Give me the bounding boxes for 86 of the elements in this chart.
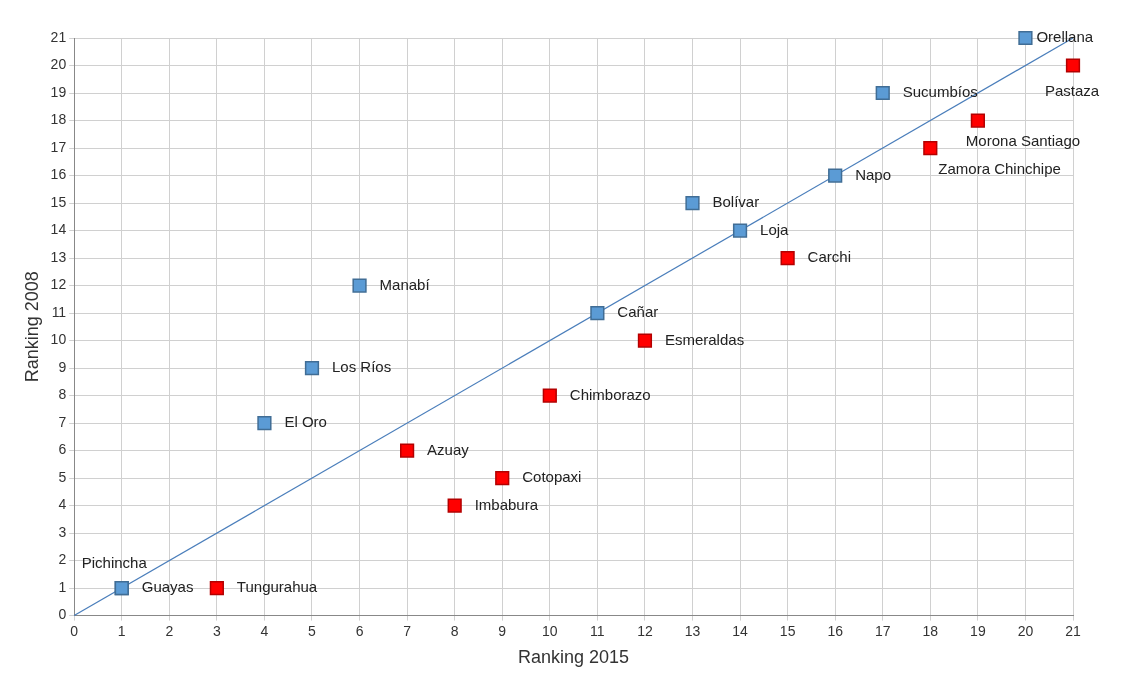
y-tick-label: 6 bbox=[58, 441, 67, 458]
point bbox=[732, 223, 748, 238]
annotation: Napo bbox=[855, 165, 892, 183]
annotation: Morona Santiago bbox=[965, 131, 1081, 149]
point bbox=[352, 278, 367, 293]
x-tick-label: 2 bbox=[165, 622, 174, 639]
x-tick-label: 17 bbox=[874, 622, 891, 639]
y-tick-label: 9 bbox=[58, 358, 67, 375]
y-tick-label: 2 bbox=[58, 551, 67, 568]
annotation: Cotopaxi bbox=[522, 468, 582, 486]
x-axis-title: Ranking 2015 bbox=[518, 647, 630, 668]
x-tick-label: 0 bbox=[70, 622, 79, 639]
point bbox=[828, 168, 843, 183]
x-tick-label: 20 bbox=[1017, 622, 1034, 639]
annotation: Los Ríos bbox=[331, 358, 392, 376]
x-tick-label: 14 bbox=[732, 622, 749, 639]
point bbox=[875, 85, 890, 101]
y-tick-label: 14 bbox=[50, 221, 67, 238]
point bbox=[1065, 58, 1081, 73]
y-tick-label: 13 bbox=[50, 248, 67, 265]
point bbox=[304, 360, 320, 376]
annotation: Guayas bbox=[141, 578, 194, 596]
point bbox=[400, 443, 415, 458]
x-tick-label: 21 bbox=[1065, 622, 1081, 639]
y-tick-label: 16 bbox=[50, 166, 67, 183]
point bbox=[209, 580, 224, 596]
point bbox=[495, 470, 510, 486]
x-tick-label: 7 bbox=[403, 622, 412, 639]
y-tick-label: 8 bbox=[58, 386, 67, 403]
point bbox=[590, 305, 605, 321]
annotation: Sucumbíos bbox=[902, 83, 978, 101]
x-tick-label: 16 bbox=[827, 622, 844, 639]
annotation: Pichincha bbox=[81, 554, 148, 572]
y-tick-label: 21 bbox=[50, 28, 67, 45]
point bbox=[970, 113, 985, 128]
y-tick-label: 4 bbox=[58, 496, 67, 513]
y-tick-label: 5 bbox=[58, 468, 67, 485]
annotation: Tungurahua bbox=[236, 578, 318, 596]
annotation: Esmeraldas bbox=[664, 330, 745, 348]
point bbox=[447, 498, 462, 513]
x-tick-label: 15 bbox=[779, 622, 796, 639]
annotation: El Oro bbox=[284, 413, 327, 431]
point bbox=[923, 140, 938, 156]
y-tick-label: 12 bbox=[50, 276, 67, 293]
point bbox=[780, 250, 795, 266]
point bbox=[1018, 30, 1033, 46]
x-tick-label: 6 bbox=[355, 622, 364, 639]
x-tick-label: 5 bbox=[308, 622, 317, 639]
y-tick-label: 20 bbox=[50, 56, 67, 73]
y-tick-label: 10 bbox=[50, 331, 67, 348]
x-tick-label: 19 bbox=[970, 622, 986, 639]
y-axis-title: Ranking 2008 bbox=[21, 271, 42, 383]
x-tick-label: 12 bbox=[637, 622, 653, 639]
x-tick-label: 9 bbox=[498, 622, 507, 639]
x-tick-label: 11 bbox=[590, 622, 605, 639]
annotation: Carchi bbox=[807, 248, 851, 266]
y-tick-label: 1 bbox=[58, 578, 67, 595]
y-tick-label: 15 bbox=[50, 193, 67, 210]
x-tick-label: 8 bbox=[450, 622, 459, 639]
annotation: Azuay bbox=[427, 440, 470, 458]
point bbox=[257, 415, 272, 431]
x-tick-label: 4 bbox=[260, 622, 269, 639]
y-tick-label: 19 bbox=[50, 83, 67, 100]
annotation: Pastaza bbox=[1045, 81, 1100, 99]
y-tick-label: 0 bbox=[58, 606, 67, 623]
x-tick-label: 1 bbox=[117, 622, 126, 639]
annotation: Orellana bbox=[1036, 28, 1094, 46]
y-tick-label: 17 bbox=[50, 138, 67, 155]
y-tick-label: 18 bbox=[50, 111, 67, 128]
x-tick-label: 18 bbox=[922, 622, 939, 639]
annotation: Bolívar bbox=[712, 193, 760, 211]
y-tick-label: 7 bbox=[58, 413, 67, 430]
annotation: Imbabura bbox=[474, 495, 539, 513]
annotation: Chimborazo bbox=[569, 385, 651, 403]
annotation: Manabí bbox=[379, 275, 431, 293]
annotation: Zamora Chinchipe bbox=[938, 160, 1061, 178]
x-tick-label: 10 bbox=[542, 622, 558, 639]
annotation: Cañar bbox=[617, 303, 659, 321]
y-tick-label: 3 bbox=[58, 523, 67, 540]
point bbox=[542, 388, 557, 403]
x-tick-label: 13 bbox=[684, 622, 701, 639]
annotation: Loja bbox=[760, 220, 790, 238]
x-tick-label: 3 bbox=[212, 622, 221, 639]
point bbox=[685, 195, 700, 211]
y-tick-label: 11 bbox=[51, 303, 67, 320]
point bbox=[637, 333, 653, 348]
